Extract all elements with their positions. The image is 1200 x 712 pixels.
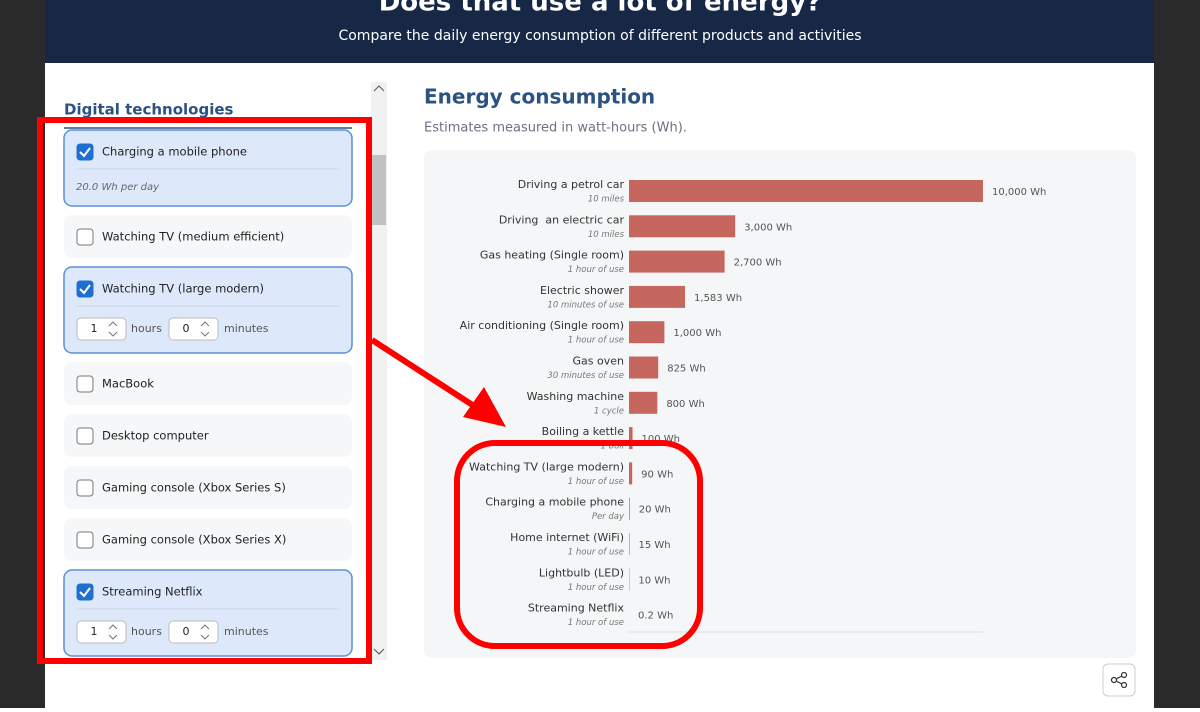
value-label: 10,000 Wh (992, 187, 1046, 198)
checkbox[interactable] (77, 428, 93, 444)
category-sublabel: 1 hour of use (568, 336, 624, 346)
category-label: Electric shower (540, 284, 624, 297)
category-sublabel: 1 hour of use (568, 548, 624, 558)
category-sublabel: 10 minutes of use (547, 300, 624, 310)
bar (629, 286, 685, 308)
category-label: Gas oven (573, 355, 624, 368)
spin-unit: hours (131, 322, 162, 335)
chart-title: Energy consumption (424, 85, 655, 109)
category-sublabel: 1 hour of use (568, 618, 624, 628)
category-sublabel: 1 hour of use (568, 583, 624, 593)
spin-value: 1 (91, 625, 98, 638)
checkbox[interactable] (77, 584, 93, 600)
value-label: 10 Wh (638, 575, 670, 586)
sidebar-heading: Digital technologies (64, 101, 234, 119)
bar (629, 392, 657, 414)
bar (629, 251, 725, 273)
category-label: Air conditioning (Single room) (460, 319, 624, 332)
chart-subtitle: Estimates measured in watt-hours (Wh). (424, 121, 687, 136)
checkbox[interactable] (77, 144, 93, 160)
spin-unit: hours (131, 625, 162, 638)
item-card[interactable] (64, 130, 352, 206)
spin-value: 1 (91, 322, 98, 335)
bar (629, 321, 664, 343)
checkbox[interactable] (77, 480, 93, 496)
category-label: Driving an electric car (499, 213, 625, 226)
spin-unit: minutes (224, 625, 269, 638)
spin-unit: minutes (224, 322, 269, 335)
category-sublabel: 1 cycle (594, 406, 624, 416)
value-label: 0.2 Wh (638, 611, 673, 622)
item-label: Charging a mobile phone (102, 145, 247, 159)
bar (629, 357, 658, 379)
bar (629, 462, 632, 484)
item-label: Streaming Netflix (102, 585, 203, 599)
item-label: Gaming console (Xbox Series X) (102, 533, 286, 547)
category-label: Charging a mobile phone (485, 496, 624, 509)
checkbox[interactable] (77, 281, 93, 297)
value-label: 825 Wh (667, 364, 706, 375)
category-label: Streaming Netflix (528, 602, 625, 615)
item-label: Watching TV (large modern) (102, 282, 264, 296)
value-label: 1,000 Wh (673, 328, 721, 339)
value-label: 3,000 Wh (744, 222, 792, 233)
category-label: Driving a petrol car (518, 178, 625, 191)
bar (629, 215, 735, 237)
item-note: 20.0 Wh per day (76, 182, 160, 193)
category-label: Lightbulb (LED) (539, 566, 624, 579)
category-label: Gas heating (Single room) (480, 249, 624, 262)
value-label: 2,700 Wh (734, 258, 782, 269)
checkbox[interactable] (77, 229, 93, 245)
category-sublabel: Per day (592, 512, 625, 522)
spin-box[interactable] (77, 318, 126, 340)
category-label: Boiling a kettle (542, 425, 625, 438)
bar (629, 533, 630, 555)
checkbox[interactable] (77, 376, 93, 392)
category-sublabel: 30 minutes of use (547, 371, 624, 381)
value-label: 90 Wh (641, 469, 673, 480)
spin-value: 0 (183, 625, 190, 638)
item-label: Gaming console (Xbox Series S) (102, 481, 286, 495)
category-sublabel: 10 miles (588, 195, 625, 205)
category-sublabel: 1 hour of use (568, 477, 624, 487)
value-label: 1,583 Wh (694, 293, 742, 304)
page-subtitle: Compare the daily energy consumption of … (338, 28, 861, 44)
category-label: Watching TV (large modern) (469, 460, 624, 473)
page-title: Does that use a lot of energy? (379, 0, 822, 18)
category-label: Washing machine (527, 390, 625, 403)
item-label: Desktop computer (102, 429, 209, 443)
spin-box[interactable] (169, 318, 218, 340)
spin-box[interactable] (77, 621, 126, 643)
item-label: Watching TV (medium efficient) (102, 230, 284, 244)
checkbox[interactable] (77, 532, 93, 548)
spin-value: 0 (183, 322, 190, 335)
category-sublabel: 10 miles (588, 230, 625, 240)
item-label: MacBook (102, 377, 154, 391)
bar (629, 498, 630, 520)
bar (629, 180, 983, 202)
value-label: 15 Wh (639, 540, 671, 551)
value-label: 800 Wh (666, 399, 705, 410)
category-sublabel: 1 hour of use (568, 265, 624, 275)
category-label: Home internet (WiFi) (510, 531, 624, 544)
spin-box[interactable] (169, 621, 218, 643)
scroll-thumb[interactable] (372, 155, 386, 225)
share-button[interactable] (1103, 664, 1135, 696)
value-label: 20 Wh (639, 505, 671, 516)
